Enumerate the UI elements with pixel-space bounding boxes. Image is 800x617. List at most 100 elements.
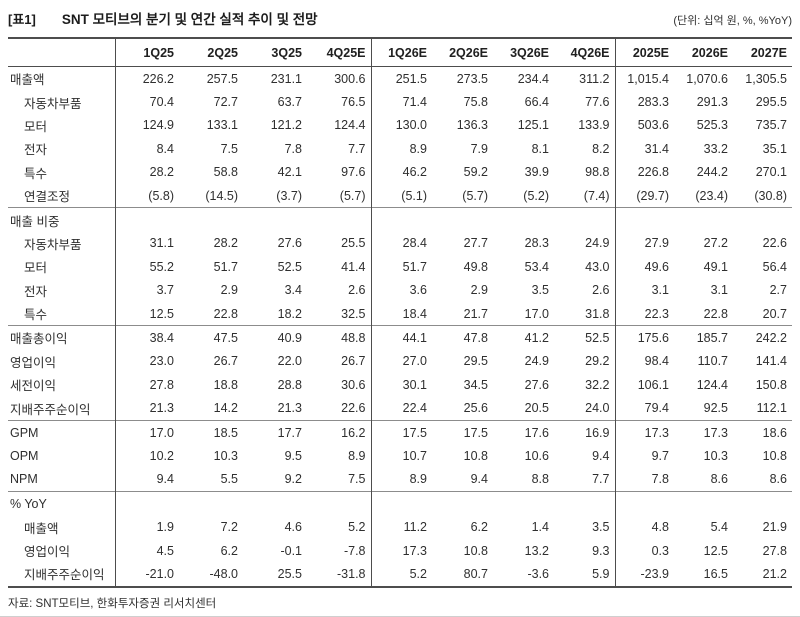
cell: 291.3 [696, 95, 728, 110]
cell: 21.9 [762, 520, 787, 535]
cell: 8.6 [769, 472, 787, 487]
column-header: 2Q26E [432, 38, 493, 67]
cell: 30.1 [402, 377, 427, 392]
row-label: 세전이익 [8, 373, 116, 397]
cell: 10.8 [762, 448, 787, 463]
title-bar: [표1] SNT 모티브의 분기 및 연간 실적 추이 및 전망 (단위: 십억… [0, 0, 800, 28]
cell: 22.6 [307, 396, 372, 421]
cell: 10.6 [524, 448, 549, 463]
table-row: 모터 55.2 51.7 52.5 41.4 51.7 49.8 53.4 43.0 49.6 49… [8, 255, 792, 279]
table-row: 자동차부품 31.1 28.2 27.6 25.5 28.4 27.7 28.3 24.9 27.… [8, 231, 792, 256]
cell: 98.4 [644, 354, 669, 369]
cell: 41.2 [493, 325, 554, 350]
cell [179, 491, 243, 516]
cell: 92.5 [703, 401, 728, 416]
cell: 5.9 [554, 562, 616, 587]
cell: 34.5 [463, 377, 488, 392]
cell: 18.2 [277, 306, 302, 321]
cell: 0.3 [651, 543, 669, 558]
cell: 2.7 [769, 283, 787, 298]
cell: 18.4 [402, 306, 427, 321]
cell: (5.1) [401, 188, 427, 203]
cell: 18.8 [213, 377, 238, 392]
cell: -0.1 [280, 543, 302, 558]
row-label: 자동차부품 [8, 90, 116, 114]
cell: 53.4 [524, 259, 549, 274]
cell: 8.8 [531, 472, 549, 487]
table-row: OPM 10.2 10.3 9.5 8.9 10.7 10.8 10.6 9.4 9.7 10.3 1… [8, 444, 792, 468]
cell: 28.3 [524, 236, 549, 251]
cell: 175.6 [615, 325, 674, 350]
cell: 7.8 [284, 141, 302, 156]
table-row: 매출액 226.2 257.5 231.1 300.6 251.5 273.5 234.4 31… [8, 66, 792, 91]
bottom-divider [0, 615, 800, 617]
row-label: 매출액 [8, 66, 116, 91]
row-label: 영업이익 [8, 349, 116, 374]
cell: 17.3 [402, 543, 427, 558]
cell: 51.7 [402, 259, 427, 274]
cell: 28.8 [277, 377, 302, 392]
cell: 7.2 [220, 520, 238, 535]
cell: 32.5 [307, 301, 372, 326]
page-title: SNT 모티브의 분기 및 연간 실적 추이 및 전망 [61, 12, 318, 27]
cell: 17.0 [115, 419, 179, 445]
cell: 23.0 [149, 354, 174, 369]
cell: 44.1 [371, 325, 432, 350]
cell: 24.9 [554, 231, 616, 256]
cell: 1.9 [156, 520, 174, 535]
cell: 70.4 [149, 95, 174, 110]
column-header: 4Q26E [554, 38, 616, 67]
table-tag: [표1] [8, 12, 36, 27]
cell [554, 491, 616, 516]
table-row: 매출 비중 [8, 207, 792, 232]
cell: 24.9 [524, 354, 549, 369]
cell: 25.5 [277, 566, 302, 581]
cell: 47.5 [179, 325, 243, 350]
cell: 9.5 [284, 448, 302, 463]
cell: 4.5 [156, 543, 174, 558]
row-label: 모터 [8, 255, 116, 279]
cell: -23.9 [640, 566, 670, 581]
cell: 11.2 [403, 520, 427, 535]
cell: 75.8 [463, 95, 488, 110]
cell: 8.6 [710, 472, 728, 487]
cell: 10.7 [402, 448, 427, 463]
table-row: 연결조정 (5.8) (14.5) (3.7) (5.7) (5.1) (5.7) (5.2)… [8, 183, 792, 208]
cell: 31.8 [554, 301, 616, 326]
cell: 503.6 [637, 118, 669, 133]
row-label: OPM [8, 444, 116, 468]
cell: 27.6 [277, 236, 302, 251]
cell: 8.1 [531, 141, 549, 156]
cell: 12.5 [149, 306, 174, 321]
cell: 29.5 [463, 354, 488, 369]
cell: 17.6 [493, 419, 554, 445]
table-row: 모터 124.9 133.1 121.2 124.4 130.0 136.3 125.1 133… [8, 113, 792, 138]
cell: 71.4 [402, 95, 427, 110]
cell: 35.1 [762, 141, 787, 156]
cell: 112.1 [756, 401, 787, 416]
cell: 27.2 [703, 236, 728, 251]
cell: (5.7) [307, 183, 372, 208]
column-header: 1Q25 [115, 38, 179, 67]
cell [371, 207, 432, 232]
cell: 311.2 [554, 66, 616, 91]
cell: 150.8 [755, 377, 787, 392]
cell [243, 207, 307, 232]
cell: 22.0 [277, 354, 302, 369]
cell: 22.6 [762, 236, 787, 251]
cell [493, 491, 554, 516]
row-label: 연결조정 [8, 183, 116, 208]
cell: 24.0 [554, 396, 616, 421]
header-row: 1Q25 2Q25 3Q25 4Q25E 1Q26E 2Q26E 3Q26E 4Q26E 202… [8, 38, 792, 67]
cell: 242.2 [733, 325, 792, 350]
cell [371, 491, 432, 516]
cell: 33.2 [703, 141, 728, 156]
row-label: 매출총이익 [8, 325, 116, 350]
cell: (3.7) [276, 188, 302, 203]
cell: (29.7) [636, 188, 669, 203]
row-label: 매출액 [8, 515, 116, 539]
row-label: % YoY [8, 491, 116, 516]
cell: 5.2 [307, 515, 372, 539]
cell: 21.7 [463, 306, 488, 321]
